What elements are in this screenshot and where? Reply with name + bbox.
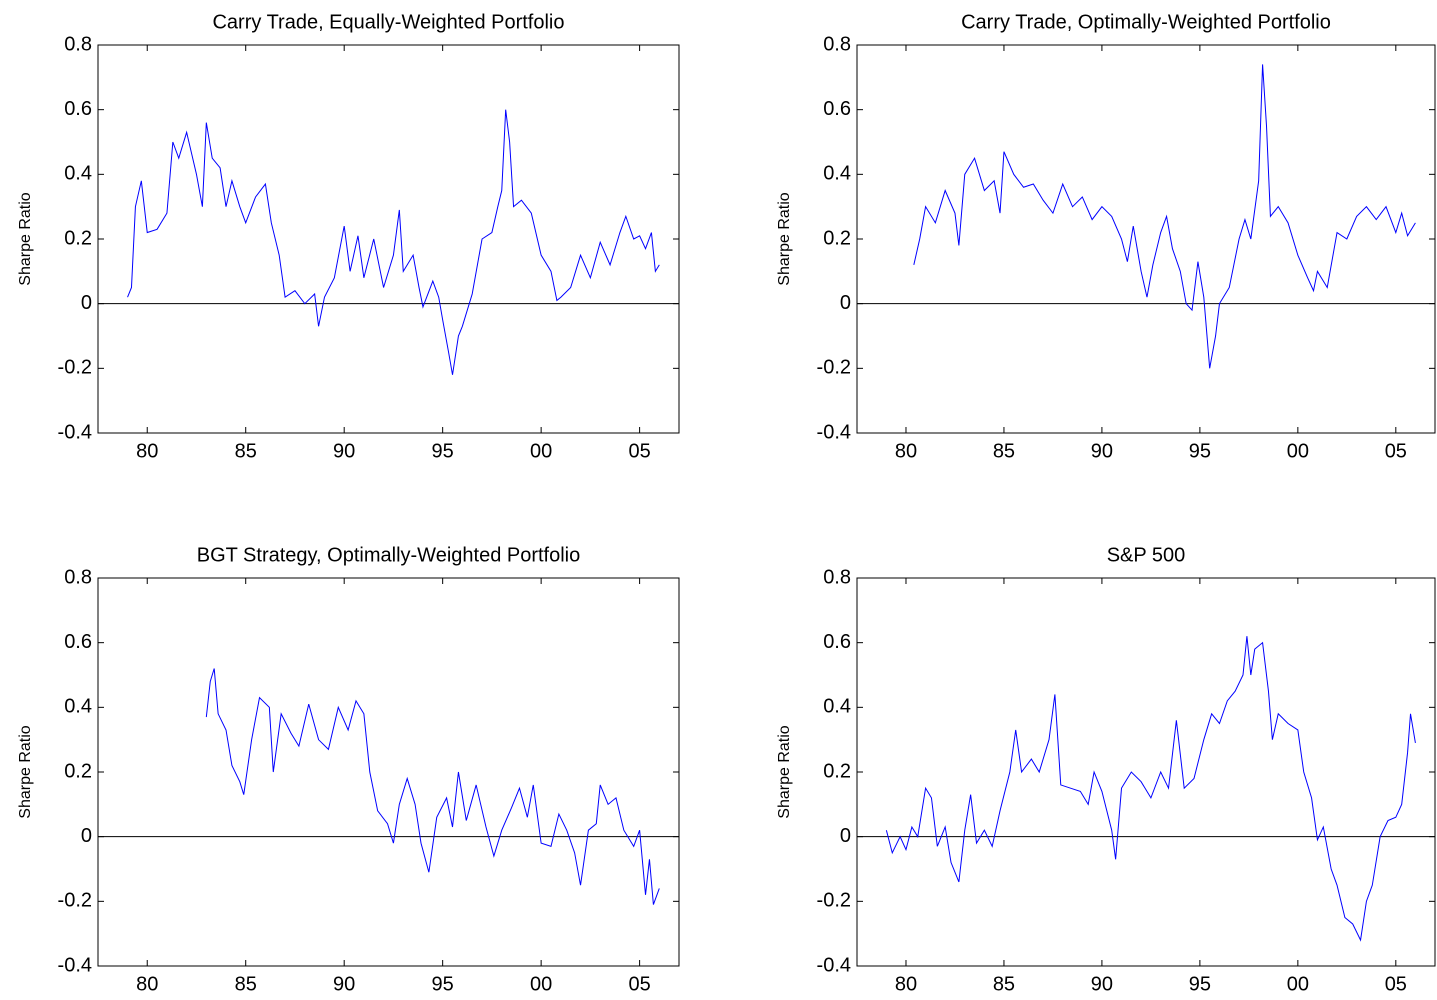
y-tick-label: 0 xyxy=(81,825,92,847)
y-tick-label: -0.2 xyxy=(58,357,92,379)
y-tick-label: 0.8 xyxy=(823,566,851,588)
x-tick-label: 80 xyxy=(895,973,917,995)
x-tick-label: 80 xyxy=(136,973,158,995)
y-tick-label: 0.6 xyxy=(64,98,92,120)
x-tick-label: 00 xyxy=(1287,973,1309,995)
y-tick-label: 0.2 xyxy=(823,760,851,782)
x-tick-label: 85 xyxy=(993,440,1015,462)
x-tick-label: 90 xyxy=(333,973,355,995)
subplot: BGT Strategy, Optimally-Weighted Portfol… xyxy=(17,544,680,995)
y-tick-label: -0.4 xyxy=(817,421,851,443)
x-tick-label: 05 xyxy=(1385,973,1407,995)
chart-title: Carry Trade, Equally-Weighted Portfolio xyxy=(212,11,564,33)
y-tick-label: 0.2 xyxy=(64,227,92,249)
x-tick-label: 95 xyxy=(432,973,454,995)
axes-box xyxy=(97,577,680,967)
y-tick-label: 0.4 xyxy=(823,163,851,185)
x-tick-label: 90 xyxy=(333,440,355,462)
y-tick-label: -0.4 xyxy=(58,421,92,443)
chart-title: Carry Trade, Optimally-Weighted Portfoli… xyxy=(961,11,1331,33)
y-tick-label: -0.2 xyxy=(817,357,851,379)
y-tick-label: -0.2 xyxy=(817,890,851,912)
x-tick-label: 95 xyxy=(1189,440,1211,462)
y-tick-label: -0.4 xyxy=(58,954,92,976)
data-line xyxy=(127,109,660,375)
chart-title: BGT Strategy, Optimally-Weighted Portfol… xyxy=(197,544,581,566)
x-tick-label: 95 xyxy=(1189,973,1211,995)
y-tick-label: 0.4 xyxy=(64,696,92,718)
y-tick-label: -0.2 xyxy=(58,890,92,912)
y-tick-label: 0.2 xyxy=(64,760,92,782)
chart-title: S&P 500 xyxy=(1107,544,1186,566)
y-axis-label: Sharpe Ratio xyxy=(776,725,793,818)
x-tick-label: 95 xyxy=(432,440,454,462)
x-tick-label: 85 xyxy=(993,973,1015,995)
x-tick-label: 85 xyxy=(235,440,257,462)
x-tick-label: 00 xyxy=(530,973,552,995)
data-line xyxy=(913,64,1416,369)
axes-box xyxy=(97,44,680,434)
subplot: Carry Trade, Optimally-Weighted Portfoli… xyxy=(776,11,1436,462)
data-line xyxy=(885,636,1416,942)
y-axis-label: Sharpe Ratio xyxy=(17,192,34,285)
y-tick-label: -0.4 xyxy=(817,954,851,976)
x-tick-label: 05 xyxy=(628,973,650,995)
y-tick-label: 0 xyxy=(840,292,851,314)
y-tick-label: 0.2 xyxy=(823,227,851,249)
y-tick-label: 0.4 xyxy=(823,696,851,718)
y-tick-label: 0.6 xyxy=(64,631,92,653)
y-tick-label: 0.6 xyxy=(823,98,851,120)
x-tick-label: 80 xyxy=(136,440,158,462)
y-tick-label: 0.8 xyxy=(64,33,92,55)
axes-box xyxy=(856,44,1436,434)
x-tick-label: 05 xyxy=(628,440,650,462)
y-tick-label: 0.8 xyxy=(823,33,851,55)
y-axis-label: Sharpe Ratio xyxy=(17,725,34,818)
data-line xyxy=(205,668,660,905)
x-tick-label: 00 xyxy=(1287,440,1309,462)
y-tick-label: 0.8 xyxy=(64,566,92,588)
x-tick-label: 05 xyxy=(1385,440,1407,462)
subplot: Carry Trade, Equally-Weighted Portfolio S… xyxy=(17,11,680,462)
subplot: S&P 500 Sharpe Ratio -0.4 -0.2 0 0.2 0.4 0.6 0.8… xyxy=(776,544,1436,995)
y-axis-label: Sharpe Ratio xyxy=(776,192,793,285)
y-tick-label: 0 xyxy=(81,292,92,314)
y-tick-label: 0.6 xyxy=(823,631,851,653)
x-tick-label: 80 xyxy=(895,440,917,462)
x-tick-label: 90 xyxy=(1091,440,1113,462)
x-tick-label: 90 xyxy=(1091,973,1113,995)
y-tick-label: 0 xyxy=(840,825,851,847)
y-tick-label: 0.4 xyxy=(64,163,92,185)
x-tick-label: 85 xyxy=(235,973,257,995)
axes-box xyxy=(856,577,1436,967)
x-tick-label: 00 xyxy=(530,440,552,462)
